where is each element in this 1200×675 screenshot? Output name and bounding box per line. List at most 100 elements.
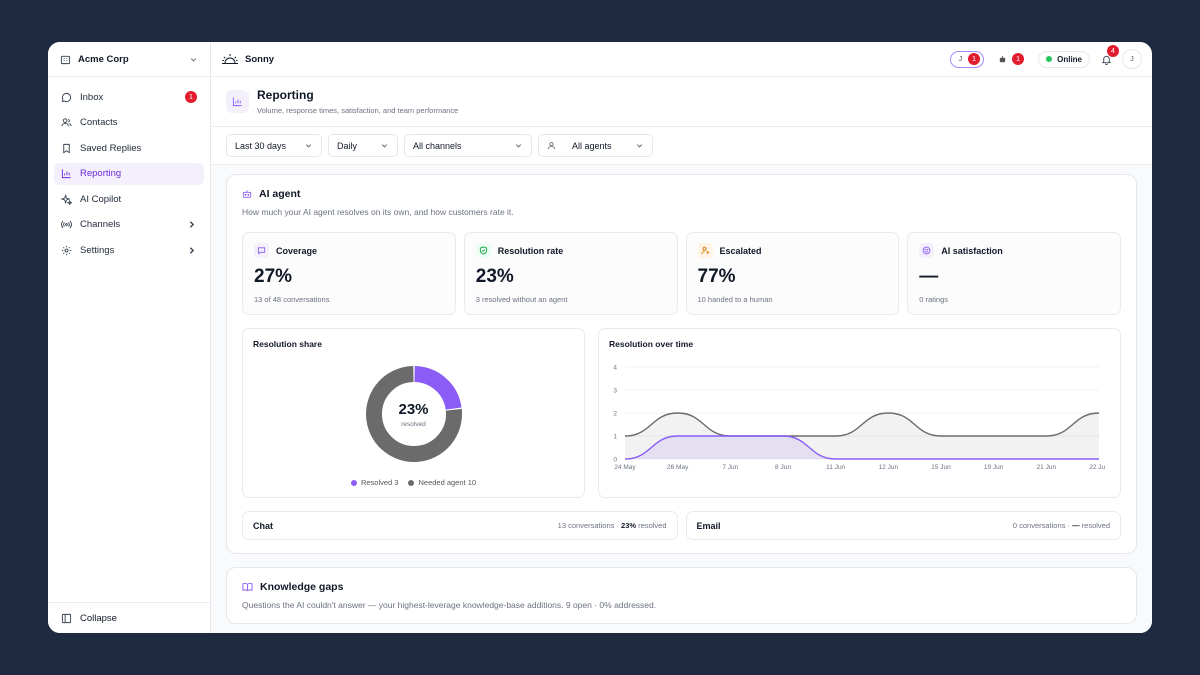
donut-center-value: 23% [398,401,429,418]
ai-agent-subtitle: How much your AI agent resolves on its o… [242,207,514,217]
sidebar-item-label: Inbox [80,91,104,103]
stat-card-resolution-rate: Resolution rate 23% 3 resolved without a… [463,232,678,315]
filter-bar: Last 30 days Daily All channels All agen… [211,127,1152,165]
channel-row-chat: Chat 13 conversations · 23% resolved [242,511,678,540]
y-tick-label: 2 [613,411,617,418]
user-escalate-icon [697,243,713,258]
stat-card-ai-satisfaction: AI satisfaction — 0 ratings [907,232,1121,315]
resolution-over-time-card: Resolution over time 0 1 2 3 4 24 May 26 May 7 … [598,328,1121,498]
x-tick-label: 21 Jun [1037,464,1057,471]
date-range-select[interactable]: Last 30 days [226,134,322,157]
org-switcher[interactable]: Acme Corp [48,42,210,77]
stat-label: Escalated [719,245,762,256]
bookmark-icon [63,143,70,153]
top-bar: Sonny J 1 1 Online 4 J [211,42,1152,77]
x-tick-label: 7 Jun [722,464,738,471]
sparkles-icon [61,193,72,205]
sunrise-logo-icon [222,54,238,64]
knowledge-gaps-panel: Knowledge gaps Questions the AI couldn't… [226,567,1137,624]
sidebar-item-reporting[interactable]: Reporting [54,162,204,185]
stat-value: 77% [697,266,736,287]
x-tick-label: 22 Jun [1089,464,1105,471]
x-tick-label: 24 May [614,464,636,471]
stat-note: 0 ratings [919,295,949,304]
sidebar-item-channels[interactable]: Channels [54,214,204,236]
ai-agent-title: AI agent [259,188,301,200]
inbox-count-badge: 1 [185,91,197,103]
status-label: Online [1057,54,1082,64]
bot-icon [242,190,252,198]
sidebar-item-label: Saved Replies [80,142,142,154]
app-window: Acme Corp Inbox 1 Contacts Saved Replies… [48,42,1152,633]
users-icon [61,118,72,127]
knowledge-gaps-subtitle: Questions the AI couldn't answer — your … [242,600,657,610]
sidebar-item-saved-replies[interactable]: Saved Replies [54,137,204,159]
page-header: Reporting Volume, response times, satisf… [211,77,1152,127]
chevron-down-icon [190,57,197,62]
legend-item-resolved: Resolved 3 [350,478,398,487]
channel-meta: 13 conversations · 23% resolved [557,521,667,530]
sidebar-item-label: Contacts [80,117,118,128]
donut-slice-needed-agent [366,366,462,462]
x-tick-label: 11 Jun [826,464,845,471]
chat-bubble-icon [254,243,269,258]
status-toggle[interactable]: Online [1038,50,1090,68]
chevron-right-icon [189,246,195,254]
main-area: Sonny J 1 1 Online 4 J [211,42,1152,633]
notification-count-badge: 4 [1107,45,1119,57]
bot-badge: 1 [1012,53,1025,65]
chat-bubble-icon [61,92,72,102]
channel-meta: 0 conversations · — resolved [1012,521,1110,530]
legend-item-needed-agent: Needed agent 10 [408,478,476,487]
x-tick-label: 15 Jun [931,464,951,471]
series-line-1 [624,435,1099,460]
sidebar-collapse-icon [61,613,72,623]
date-range-value: Last 30 days [235,140,287,151]
granularity-select[interactable]: Daily [328,134,398,157]
pill-initial: J [958,55,963,63]
bot-indicator[interactable]: 1 [992,53,1030,65]
org-name: Acme Corp [78,53,129,65]
donut-legend: Resolved 3 Needed agent 10 [243,478,584,487]
channel-name: Chat [253,520,273,531]
page-title: Reporting [257,88,314,102]
chevron-down-icon [636,144,643,148]
sidebar-item-ai-copilot[interactable]: AI Copilot [54,188,204,210]
stat-label: Resolution rate [497,245,564,256]
series-area-0 [625,413,1099,459]
ai-agent-panel: AI agent How much your AI agent resolves… [226,174,1137,554]
agent-value: All agents [572,140,612,151]
brand-name: Sonny [245,53,275,65]
sidebar: Acme Corp Inbox 1 Contacts Saved Replies… [48,42,211,633]
sidebar-item-label: Reporting [80,168,122,179]
x-tick-label: 19 Jun [984,464,1004,471]
agent-select[interactable]: All agents [538,134,653,157]
stat-note: 10 handed to a human [697,295,773,304]
channel-select[interactable]: All channels [404,134,532,157]
series-line-0 [624,412,1100,437]
shield-check-icon [475,243,491,258]
sidebar-item-contacts[interactable]: Contacts [54,112,204,134]
notifications-button[interactable]: 4 [1098,45,1119,67]
sidebar-item-label: AI Copilot [80,193,122,205]
user-icon [547,142,556,150]
donut-center-label: resolved [401,421,426,428]
channel-value: All channels [413,140,462,151]
pill-badge: 1 [968,53,981,65]
y-tick-label: 3 [613,388,617,395]
avatar[interactable]: J [1122,49,1142,69]
y-tick-label: 4 [613,365,617,372]
y-tick-label: 0 [613,457,617,464]
stat-cards: Coverage 27% 13 of 48 conversations Reso… [242,232,1121,315]
report-content: AI agent How much your AI agent resolves… [211,165,1152,633]
chevron-down-icon [305,144,312,148]
agent-pill[interactable]: J 1 [949,50,985,68]
sidebar-nav: Inbox 1 Contacts Saved Replies Reporting… [48,77,210,261]
collapse-button[interactable]: Collapse [48,602,210,633]
stat-value: — [919,266,939,287]
sidebar-item-settings[interactable]: Settings [54,239,204,261]
chart-title: Resolution share [253,339,322,349]
sidebar-item-inbox[interactable]: Inbox 1 [54,86,204,108]
stat-note: 13 of 48 conversations [254,295,330,304]
chart-title: Resolution over time [609,339,694,349]
